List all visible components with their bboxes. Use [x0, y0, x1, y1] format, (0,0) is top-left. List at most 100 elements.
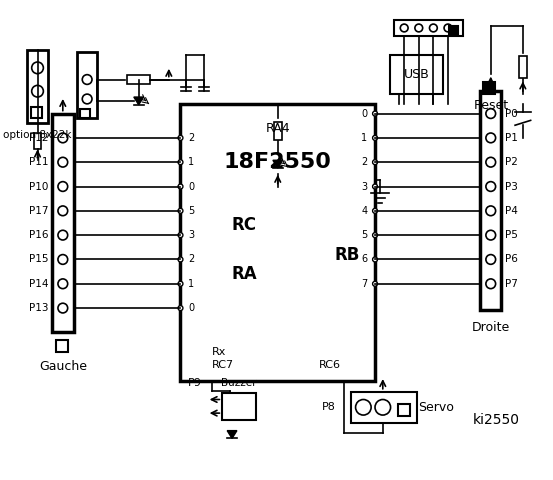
Bar — [483, 83, 494, 94]
Circle shape — [415, 24, 422, 32]
Circle shape — [32, 62, 43, 74]
Circle shape — [58, 303, 67, 313]
Text: 2: 2 — [188, 254, 195, 264]
Text: P4: P4 — [505, 206, 518, 216]
Bar — [34, 133, 41, 149]
Bar — [180, 104, 375, 381]
Circle shape — [178, 233, 183, 238]
Circle shape — [373, 257, 378, 262]
Text: 5: 5 — [188, 206, 195, 216]
Text: 1: 1 — [188, 279, 195, 289]
Bar — [27, 50, 48, 123]
Text: ki2550: ki2550 — [473, 413, 520, 427]
Circle shape — [32, 85, 43, 97]
Text: 0: 0 — [188, 303, 195, 313]
Text: 0: 0 — [361, 108, 367, 119]
Polygon shape — [273, 160, 283, 168]
Text: Servo: Servo — [419, 401, 454, 414]
Bar — [274, 122, 281, 140]
Bar — [480, 91, 502, 310]
Text: P6: P6 — [505, 254, 518, 264]
Text: Reset: Reset — [474, 99, 509, 112]
Text: 18F2550: 18F2550 — [224, 152, 332, 172]
Text: USB: USB — [404, 68, 429, 81]
Text: Rx: Rx — [212, 347, 226, 357]
Circle shape — [82, 75, 92, 84]
Circle shape — [178, 184, 183, 189]
Text: P0: P0 — [505, 108, 518, 119]
Circle shape — [486, 206, 495, 216]
Text: P11: P11 — [29, 157, 48, 167]
Text: RC7: RC7 — [212, 360, 234, 371]
Text: P9: P9 — [188, 378, 202, 388]
Text: P2: P2 — [505, 157, 518, 167]
Text: 3: 3 — [188, 230, 195, 240]
Text: P1: P1 — [505, 133, 518, 143]
Text: Buzzer: Buzzer — [221, 378, 257, 388]
Text: 3: 3 — [361, 181, 367, 192]
Circle shape — [430, 24, 437, 32]
Circle shape — [373, 184, 378, 189]
Circle shape — [178, 135, 183, 140]
Text: RC: RC — [231, 216, 256, 234]
Text: Droite: Droite — [472, 321, 510, 334]
Circle shape — [178, 257, 183, 262]
Bar — [351, 392, 417, 423]
Bar — [52, 114, 74, 332]
Circle shape — [373, 208, 378, 213]
Bar — [394, 20, 462, 36]
Text: RB: RB — [334, 246, 359, 264]
Text: 5: 5 — [361, 230, 367, 240]
Text: 4: 4 — [361, 206, 367, 216]
Circle shape — [486, 279, 495, 288]
Text: 7: 7 — [361, 279, 367, 289]
Bar — [449, 26, 458, 35]
Text: RA4: RA4 — [265, 121, 290, 135]
Circle shape — [486, 181, 495, 192]
Bar — [222, 393, 257, 420]
Text: P7: P7 — [505, 279, 518, 289]
Circle shape — [58, 157, 67, 167]
Circle shape — [486, 254, 495, 264]
Text: P15: P15 — [29, 254, 48, 264]
Bar — [80, 108, 90, 119]
Text: P5: P5 — [505, 230, 518, 240]
Circle shape — [375, 399, 390, 415]
Text: P16: P16 — [29, 230, 48, 240]
Text: 6: 6 — [361, 254, 367, 264]
Circle shape — [82, 94, 92, 104]
Bar — [390, 55, 443, 94]
Circle shape — [486, 157, 495, 167]
Text: P13: P13 — [29, 303, 48, 313]
Bar — [77, 52, 97, 119]
Circle shape — [178, 160, 183, 165]
Text: 1: 1 — [361, 133, 367, 143]
Bar — [519, 56, 527, 78]
Bar — [127, 75, 150, 84]
Text: RC6: RC6 — [319, 360, 341, 371]
Circle shape — [58, 181, 67, 192]
Circle shape — [58, 230, 67, 240]
Circle shape — [486, 108, 495, 119]
Text: option 8x22k: option 8x22k — [3, 130, 72, 140]
Text: P17: P17 — [29, 206, 48, 216]
Text: 1: 1 — [188, 157, 195, 167]
Circle shape — [58, 133, 67, 143]
Circle shape — [486, 133, 495, 143]
Text: Gauche: Gauche — [39, 360, 87, 373]
Bar — [31, 107, 43, 119]
Text: P3: P3 — [505, 181, 518, 192]
Circle shape — [444, 24, 452, 32]
Circle shape — [486, 230, 495, 240]
Text: P8: P8 — [322, 402, 336, 412]
Bar — [56, 340, 67, 352]
Text: P10: P10 — [29, 181, 48, 192]
Circle shape — [58, 254, 67, 264]
Bar — [398, 404, 410, 416]
Circle shape — [373, 135, 378, 140]
Circle shape — [373, 111, 378, 116]
Circle shape — [58, 279, 67, 288]
Text: P14: P14 — [29, 279, 48, 289]
Text: 2: 2 — [361, 157, 367, 167]
Circle shape — [178, 208, 183, 213]
